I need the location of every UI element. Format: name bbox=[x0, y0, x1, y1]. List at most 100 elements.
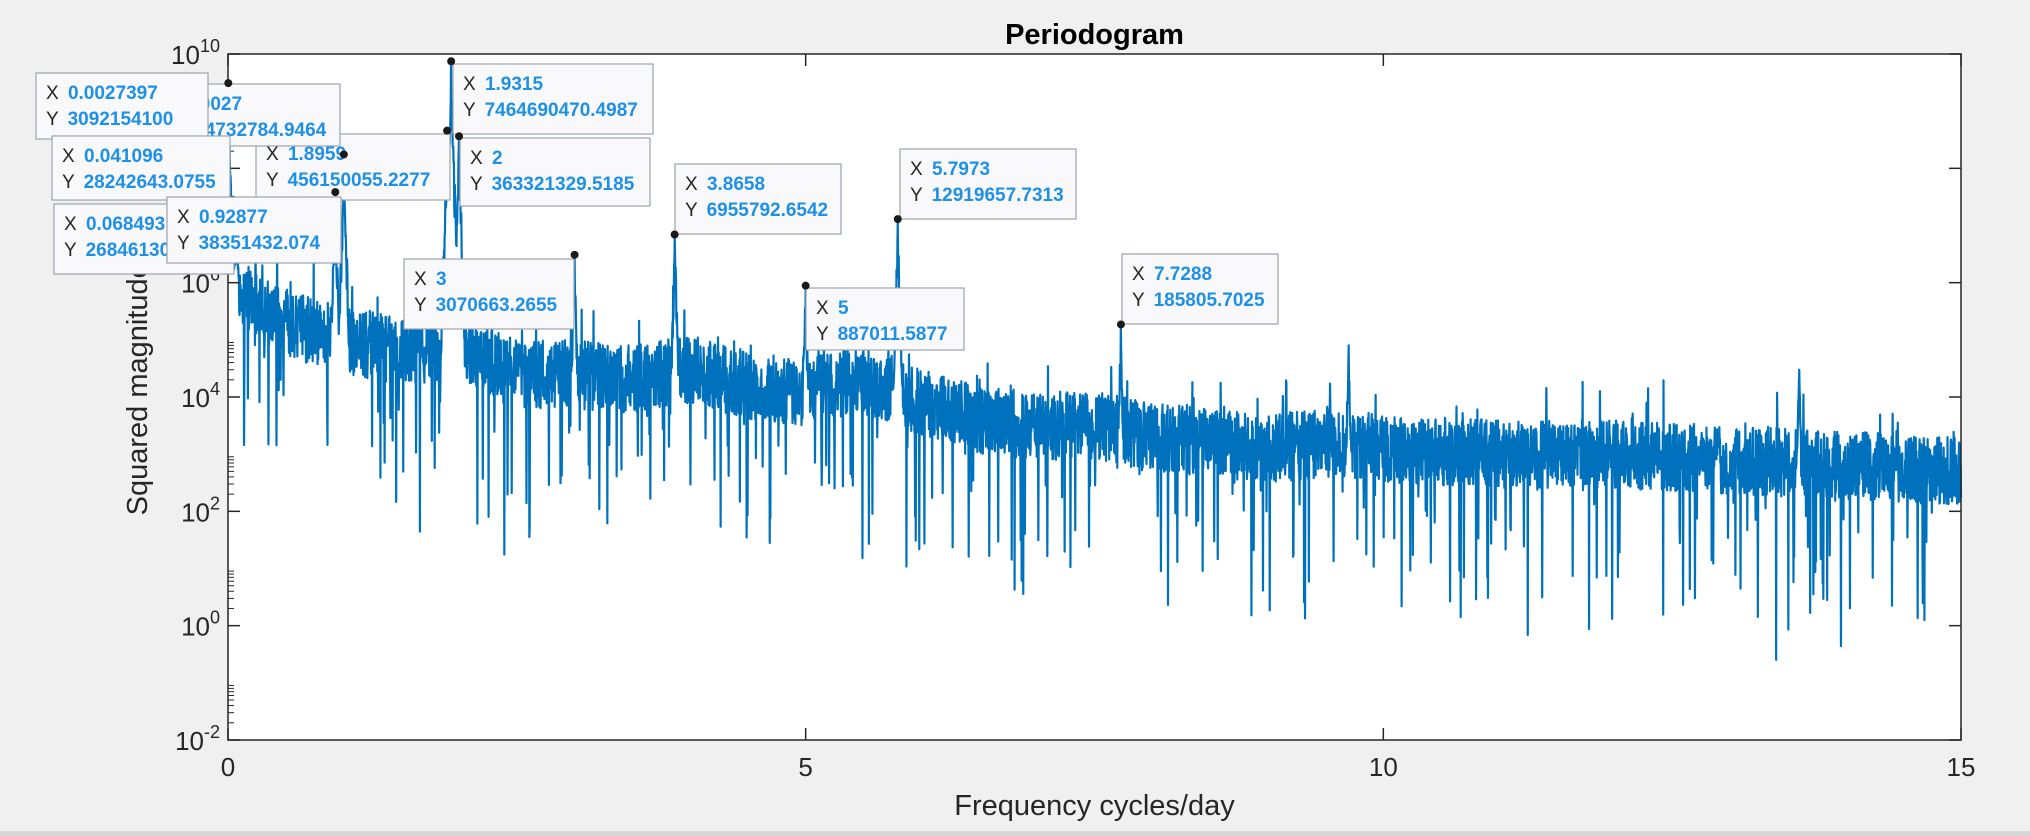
datatip-marker[interactable] bbox=[801, 281, 810, 290]
datatip-x-row: X 0.92877 bbox=[177, 207, 268, 228]
datatip[interactable]: X 1.9315 Y 7464690470.4987 bbox=[447, 57, 654, 135]
datatip-x-value: 0.041096 bbox=[84, 146, 163, 167]
datatip-x-row: X 7.7288 bbox=[1132, 264, 1212, 285]
datatip-y-value: 456150055.2277 bbox=[288, 170, 431, 191]
y-tick-exponent: 0 bbox=[210, 608, 220, 628]
datatip-y-key: Y bbox=[62, 172, 80, 193]
datatip[interactable]: X 5Y 887011.5877 bbox=[801, 281, 965, 351]
datatip-marker[interactable] bbox=[893, 215, 902, 224]
chart-title: Periodogram bbox=[1005, 19, 1184, 51]
datatip-x-value: 1.8959 bbox=[288, 144, 346, 165]
y-tick-label: 104 bbox=[181, 379, 220, 413]
datatip-x-key: X bbox=[62, 146, 80, 167]
datatip-x-row: X 0.041096 bbox=[62, 146, 163, 167]
y-tick-label: 10-2 bbox=[175, 722, 220, 756]
datatip-x-value: 7.7288 bbox=[1154, 264, 1212, 285]
datatip-y-value: 26846130 bbox=[86, 240, 171, 261]
datatip-x-value: 3 bbox=[436, 269, 447, 290]
datatip-marker[interactable] bbox=[1116, 320, 1125, 329]
datatip-x-key: X bbox=[414, 269, 432, 290]
y-tick-label: 100 bbox=[181, 608, 220, 642]
datatip-x-key: X bbox=[685, 174, 703, 195]
datatip-y-row: Y 3092154100 bbox=[46, 109, 173, 130]
datatip[interactable]: X 3Y 3070663.2655 bbox=[403, 250, 579, 330]
datatip-y-value: 6955792.6542 bbox=[707, 200, 829, 221]
datatip-box bbox=[403, 258, 575, 330]
datatip-box bbox=[459, 137, 651, 207]
datatip-y-value: 7464690470.4987 bbox=[485, 100, 638, 121]
datatip-y-value: 38351432.074 bbox=[199, 233, 321, 254]
y-tick-exponent: 6 bbox=[210, 265, 220, 285]
datatip-box bbox=[674, 163, 842, 235]
y-tick-label: 102 bbox=[181, 493, 220, 527]
datatip-x-key: X bbox=[177, 207, 195, 228]
datatip-layer: X 1.9315 Y 7464690470.4987 X 2 Y 363321329.… bbox=[35, 57, 1279, 351]
datatip-y-key: Y bbox=[177, 233, 195, 254]
datatip-marker[interactable] bbox=[447, 57, 456, 66]
datatip-y-value: 12919657.7313 bbox=[932, 185, 1064, 206]
datatip-x-key: X bbox=[46, 83, 64, 104]
y-tick-base: 10 bbox=[181, 497, 210, 527]
datatip[interactable]: X 0.0027397 Y 3092154100 bbox=[35, 72, 233, 140]
datatip-y-key: Y bbox=[64, 240, 82, 261]
datatip-y-key: Y bbox=[685, 200, 703, 221]
y-tick-exponent: 4 bbox=[210, 379, 220, 399]
datatip-box bbox=[899, 148, 1077, 220]
datatip-marker[interactable] bbox=[570, 250, 579, 259]
datatip-y-value: 185805.7025 bbox=[1154, 290, 1265, 311]
datatip-y-key: Y bbox=[816, 324, 834, 345]
datatip-marker[interactable] bbox=[339, 150, 348, 159]
datatip-x-row: X 1.8959 bbox=[266, 144, 346, 165]
datatip-x-value: 5.7973 bbox=[932, 159, 990, 180]
datatip-x-row: X 3.8658 bbox=[685, 174, 765, 195]
x-tick-label: 15 bbox=[1947, 752, 1976, 782]
y-tick-base: 10 bbox=[171, 40, 200, 70]
datatip-y-row: Y 7464690470.4987 bbox=[463, 100, 638, 121]
y-tick-base: 10 bbox=[181, 612, 210, 642]
datatip-x-row: X 0.0027397 bbox=[46, 83, 158, 104]
datatip-y-value: 28242643.0755 bbox=[84, 172, 217, 193]
x-tick-label: 0 bbox=[221, 752, 235, 782]
datatip-y-value: 3070663.2655 bbox=[436, 295, 558, 316]
x-axis-label: Frequency cycles/day bbox=[954, 790, 1235, 822]
datatip-x-value: 0.068493 bbox=[86, 214, 165, 235]
datatip-x-value: 0.92877 bbox=[199, 207, 268, 228]
datatip-x-row: X 5.7973 bbox=[910, 159, 990, 180]
datatip-box bbox=[166, 196, 342, 264]
datatip-y-row: Y 26846130 bbox=[64, 240, 170, 261]
datatip-x-row: X 2 bbox=[470, 148, 503, 169]
datatip-x-row: X 1.9315 bbox=[463, 74, 543, 95]
datatip-marker[interactable] bbox=[224, 79, 233, 88]
datatip-marker[interactable] bbox=[331, 188, 340, 197]
datatip-x-value: 3.8658 bbox=[707, 174, 765, 195]
y-tick-base: 10 bbox=[175, 726, 204, 756]
datatip-x-key: X bbox=[64, 214, 82, 235]
datatip-y-row: Y 28242643.0755 bbox=[62, 172, 216, 193]
datatip[interactable]: X 2 Y 363321329.5185 bbox=[455, 132, 651, 207]
datatip[interactable]: X 1.8959 Y 456150055.2277 bbox=[255, 126, 452, 201]
y-tick-label: 1010 bbox=[171, 36, 220, 70]
datatip-y-row: Y 456150055.2277 bbox=[266, 170, 430, 191]
datatip-box bbox=[452, 63, 654, 135]
datatip-x-key: X bbox=[816, 298, 834, 319]
datatip-marker[interactable] bbox=[443, 126, 452, 135]
datatip-box bbox=[35, 72, 209, 140]
datatip-y-row: Y 363321329.5185 bbox=[470, 174, 635, 195]
y-tick-exponent: 2 bbox=[210, 493, 220, 513]
x-tick-label: 10 bbox=[1369, 752, 1398, 782]
datatip-y-key: Y bbox=[414, 295, 432, 316]
series-layer bbox=[226, 60, 1963, 661]
datatip-marker[interactable] bbox=[455, 132, 464, 141]
datatip-marker[interactable] bbox=[670, 230, 679, 239]
datatip-y-value: 363321329.5185 bbox=[492, 174, 635, 195]
datatip-y-key: Y bbox=[463, 100, 481, 121]
datatip-x-key: X bbox=[1132, 264, 1150, 285]
datatip-y-value: 3092154100 bbox=[68, 109, 174, 130]
y-axis-label: Squared magnitude of bbox=[122, 229, 154, 515]
